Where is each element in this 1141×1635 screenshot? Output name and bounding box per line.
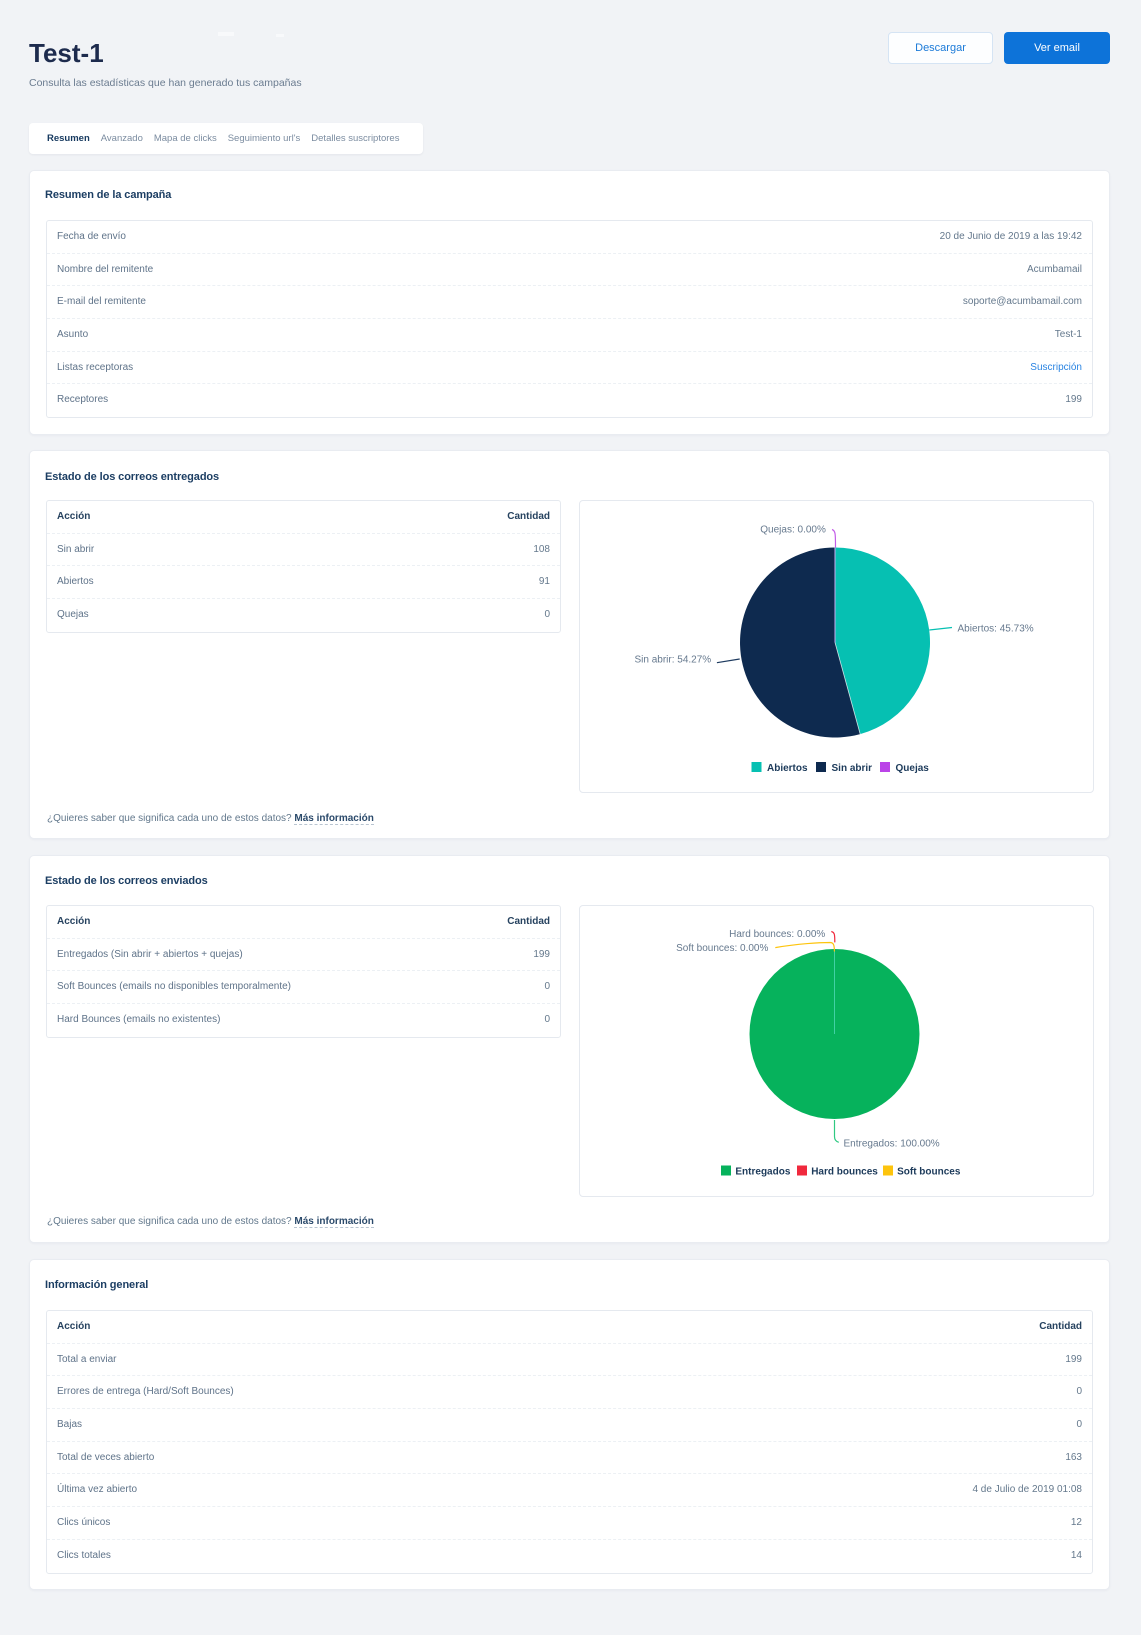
svg-text:Hard bounces: 0.00%: Hard bounces: 0.00% bbox=[729, 929, 825, 940]
svg-text:Entregados: Entregados bbox=[735, 1167, 790, 1178]
svg-text:Soft bounces: 0.00%: Soft bounces: 0.00% bbox=[676, 943, 768, 954]
svg-text:Quejas: 0.00%: Quejas: 0.00% bbox=[760, 525, 826, 536]
svg-text:Sin abrir: Sin abrir bbox=[832, 763, 873, 774]
svg-text:Sin abrir: 54.27%: Sin abrir: 54.27% bbox=[634, 654, 711, 665]
svg-text:Hard bounces: Hard bounces bbox=[811, 1167, 878, 1178]
svg-text:Soft bounces: Soft bounces bbox=[897, 1167, 961, 1178]
svg-text:Abiertos: 45.73%: Abiertos: 45.73% bbox=[958, 624, 1034, 635]
svg-text:Quejas: Quejas bbox=[896, 763, 930, 774]
svg-text:Entregados: 100.00%: Entregados: 100.00% bbox=[844, 1139, 940, 1150]
svg-text:Abiertos: Abiertos bbox=[767, 763, 808, 774]
